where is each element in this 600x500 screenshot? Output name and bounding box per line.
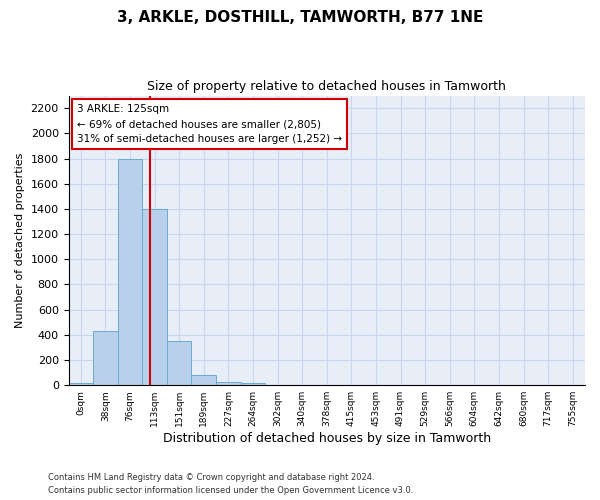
Title: Size of property relative to detached houses in Tamworth: Size of property relative to detached ho…	[148, 80, 506, 93]
Text: 3, ARKLE, DOSTHILL, TAMWORTH, B77 1NE: 3, ARKLE, DOSTHILL, TAMWORTH, B77 1NE	[117, 10, 483, 25]
Bar	[118, 158, 142, 385]
Bar	[93, 331, 118, 385]
Bar	[167, 341, 191, 385]
Text: Contains HM Land Registry data © Crown copyright and database right 2024.
Contai: Contains HM Land Registry data © Crown c…	[48, 474, 413, 495]
Bar	[68, 384, 93, 385]
Bar	[142, 209, 167, 385]
X-axis label: Distribution of detached houses by size in Tamworth: Distribution of detached houses by size …	[163, 432, 491, 445]
Text: 3 ARKLE: 125sqm
← 69% of detached houses are smaller (2,805)
31% of semi-detache: 3 ARKLE: 125sqm ← 69% of detached houses…	[77, 104, 342, 144]
Bar	[216, 382, 241, 385]
Bar	[241, 382, 265, 385]
Bar	[191, 375, 216, 385]
Y-axis label: Number of detached properties: Number of detached properties	[15, 152, 25, 328]
